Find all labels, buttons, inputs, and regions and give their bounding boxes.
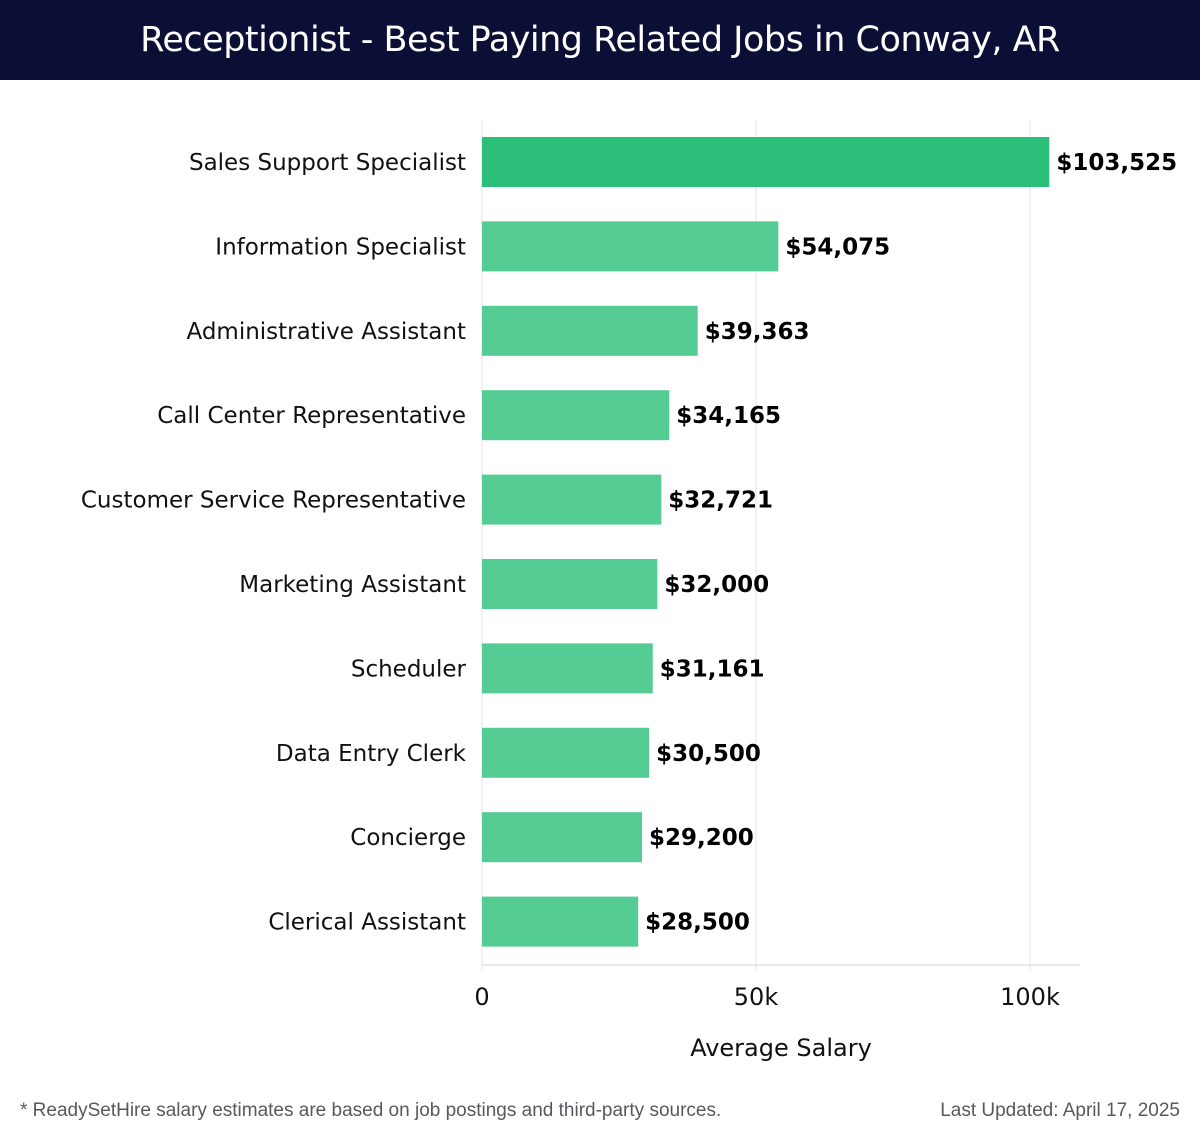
footer-note: * ReadySetHire salary estimates are base… bbox=[20, 1100, 722, 1121]
value-label: $30,500 bbox=[656, 741, 761, 767]
bar bbox=[482, 474, 662, 525]
value-label: $103,525 bbox=[1056, 150, 1177, 176]
bar bbox=[482, 896, 639, 947]
x-tick-label: 100k bbox=[1000, 983, 1060, 1011]
category-label: Scheduler bbox=[351, 656, 467, 682]
bar bbox=[482, 137, 1050, 187]
bar bbox=[482, 305, 698, 356]
bar bbox=[482, 727, 650, 778]
category-label: Data Entry Clerk bbox=[276, 741, 467, 767]
bar bbox=[482, 559, 658, 609]
value-label: $32,721 bbox=[668, 488, 773, 514]
bar bbox=[482, 221, 779, 272]
title-bar: Receptionist - Best Paying Related Jobs … bbox=[0, 0, 1200, 80]
value-label: $32,000 bbox=[664, 572, 769, 598]
category-label: Customer Service Representative bbox=[81, 488, 466, 514]
value-label: $29,200 bbox=[649, 825, 754, 851]
category-label: Information Specialist bbox=[215, 234, 466, 260]
category-label: Sales Support Specialist bbox=[189, 150, 466, 176]
x-tick-label: 0 bbox=[474, 983, 489, 1011]
category-label: Clerical Assistant bbox=[268, 910, 466, 936]
value-label: $34,165 bbox=[676, 403, 781, 429]
labels: Sales Support Specialist $103,525 Informat… bbox=[81, 150, 1177, 936]
x-tick-label: 50k bbox=[734, 983, 779, 1011]
bar bbox=[482, 390, 670, 441]
category-label: Marketing Assistant bbox=[239, 572, 466, 598]
last-updated: Last Updated: April 17, 2025 bbox=[940, 1100, 1180, 1121]
bar bbox=[482, 812, 643, 863]
value-label: $54,075 bbox=[785, 234, 890, 260]
bars bbox=[482, 137, 1050, 947]
chart-title: Receptionist - Best Paying Related Jobs … bbox=[140, 20, 1060, 60]
value-label: $28,500 bbox=[645, 910, 750, 936]
x-axis-title: Average Salary bbox=[690, 1034, 872, 1062]
x-axis: 0 50k 100k bbox=[474, 964, 1080, 1011]
category-label: Call Center Representative bbox=[157, 403, 466, 429]
category-label: Concierge bbox=[350, 825, 466, 851]
value-label: $31,161 bbox=[660, 656, 765, 682]
value-label: $39,363 bbox=[705, 319, 810, 345]
salary-bar-chart: 0 50k 100k Sales Support Specialist $103,52… bbox=[81, 120, 1177, 1062]
bar bbox=[482, 643, 653, 694]
category-label: Administrative Assistant bbox=[186, 319, 466, 345]
